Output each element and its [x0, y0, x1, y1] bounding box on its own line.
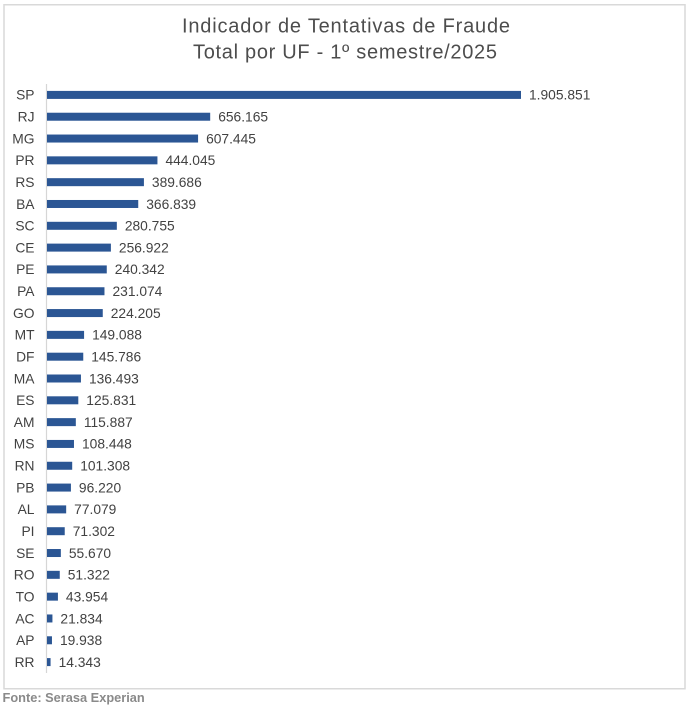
- svg-text:TO: TO: [16, 589, 35, 604]
- svg-text:231.074: 231.074: [112, 284, 162, 299]
- svg-text:Indicador de Tentativas de Fra: Indicador de Tentativas de Fraude: [182, 16, 510, 38]
- svg-text:PR: PR: [15, 153, 34, 168]
- svg-text:RJ: RJ: [18, 110, 35, 125]
- svg-text:43.954: 43.954: [66, 589, 109, 604]
- svg-text:108.448: 108.448: [82, 437, 132, 452]
- svg-text:AC: AC: [15, 611, 34, 626]
- svg-text:GO: GO: [13, 306, 35, 321]
- svg-text:BA: BA: [16, 197, 35, 212]
- svg-text:1.905.851: 1.905.851: [529, 88, 590, 103]
- svg-text:RR: RR: [15, 655, 35, 670]
- svg-text:MT: MT: [15, 328, 35, 343]
- svg-text:136.493: 136.493: [89, 371, 139, 386]
- svg-text:PE: PE: [16, 262, 34, 277]
- svg-text:145.786: 145.786: [91, 349, 141, 364]
- svg-text:149.088: 149.088: [92, 328, 142, 343]
- svg-text:SC: SC: [15, 219, 34, 234]
- svg-text:SP: SP: [16, 88, 34, 103]
- svg-text:115.887: 115.887: [84, 415, 133, 430]
- svg-text:656.165: 656.165: [218, 110, 268, 125]
- svg-text:Total por UF - 1º semestre/202: Total por UF - 1º semestre/2025: [193, 41, 497, 63]
- svg-text:389.686: 389.686: [152, 175, 202, 190]
- svg-text:RO: RO: [14, 568, 35, 583]
- svg-text:14.343: 14.343: [59, 655, 102, 670]
- svg-text:77.079: 77.079: [74, 502, 117, 517]
- svg-text:PB: PB: [16, 480, 34, 495]
- svg-text:PA: PA: [17, 284, 35, 299]
- svg-text:RN: RN: [15, 459, 35, 474]
- svg-text:MA: MA: [14, 371, 35, 386]
- svg-text:280.755: 280.755: [125, 219, 175, 234]
- svg-text:AL: AL: [18, 502, 35, 517]
- svg-text:51.322: 51.322: [68, 568, 110, 583]
- svg-text:607.445: 607.445: [206, 131, 256, 146]
- svg-text:CE: CE: [15, 240, 34, 255]
- svg-text:DF: DF: [16, 349, 34, 364]
- svg-text:55.670: 55.670: [69, 546, 112, 561]
- svg-text:256.922: 256.922: [119, 240, 169, 255]
- svg-text:MS: MS: [14, 437, 35, 452]
- svg-text:ES: ES: [16, 393, 34, 408]
- svg-text:96.220: 96.220: [79, 480, 122, 495]
- svg-text:71.302: 71.302: [73, 524, 115, 539]
- svg-text:MG: MG: [12, 131, 34, 146]
- svg-text:101.308: 101.308: [80, 459, 130, 474]
- svg-text:444.045: 444.045: [165, 153, 215, 168]
- svg-text:224.205: 224.205: [111, 306, 161, 321]
- svg-text:AP: AP: [16, 633, 34, 648]
- svg-text:366.839: 366.839: [146, 197, 196, 212]
- svg-text:125.831: 125.831: [86, 393, 136, 408]
- svg-text:AM: AM: [14, 415, 35, 430]
- svg-text:Fonte: Serasa Experian: Fonte: Serasa Experian: [3, 690, 145, 705]
- svg-text:19.938: 19.938: [60, 633, 103, 648]
- svg-text:RS: RS: [15, 175, 34, 190]
- svg-text:SE: SE: [16, 546, 34, 561]
- svg-text:PI: PI: [21, 524, 34, 539]
- svg-text:21.834: 21.834: [60, 611, 103, 626]
- svg-text:240.342: 240.342: [115, 262, 165, 277]
